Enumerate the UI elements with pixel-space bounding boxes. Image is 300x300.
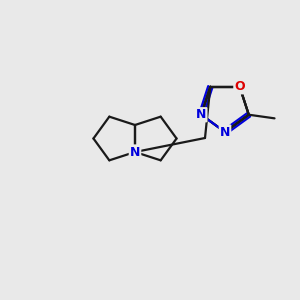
Text: N: N: [196, 108, 206, 121]
Text: O: O: [234, 80, 245, 93]
Text: N: N: [220, 125, 230, 139]
Text: N: N: [130, 146, 140, 158]
